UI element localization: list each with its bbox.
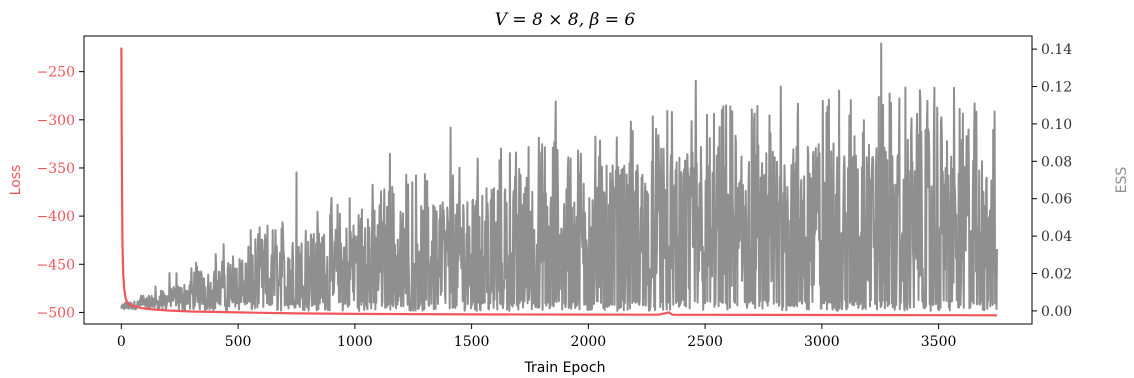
right-y-tick-label: 0.12 [1041, 79, 1072, 95]
right-y-axis: 0.00 0.02 0.04 0.06 0.08 0.10 0.12 0.14 [1032, 42, 1072, 320]
x-axis-label: Train Epoch [524, 360, 606, 376]
left-y-tick-label: −350 [37, 161, 75, 177]
left-y-tick-label: −450 [37, 257, 75, 273]
x-tick-label: 3000 [804, 334, 840, 350]
left-y-axis-label: Loss [8, 165, 24, 196]
plot-frame [83, 35, 1033, 325]
x-tick-label: 2500 [687, 334, 723, 350]
x-tick-label: 0 [117, 334, 126, 350]
x-axis: 0 500 1000 1500 2000 2500 3000 3500 [117, 324, 957, 350]
left-y-tick-label: −300 [37, 113, 75, 129]
right-y-axis-label: ESS [1114, 167, 1130, 194]
ess-series-layer [120, 42, 998, 312]
chart-title: V = 8 × 8, β = 6 [495, 10, 636, 30]
right-y-tick-label: 0.08 [1041, 154, 1072, 170]
right-y-tick-label: 0.02 [1041, 267, 1072, 283]
right-y-tick-label: 0.04 [1041, 229, 1072, 245]
x-tick-label: 3500 [921, 334, 957, 350]
left-y-axis: −250 −300 −350 −400 −450 −500 [37, 65, 84, 321]
right-y-tick-label: 0.06 [1041, 192, 1072, 208]
left-y-tick-label: −250 [37, 65, 75, 81]
right-y-tick-label: 0.10 [1041, 117, 1072, 133]
x-tick-label: 1500 [454, 334, 490, 350]
left-y-tick-label: −400 [37, 209, 75, 225]
ess-series-line [120, 42, 998, 312]
loss-series-layer [120, 47, 998, 317]
right-y-tick-label: 0.00 [1041, 304, 1072, 320]
x-tick-label: 1000 [337, 334, 373, 350]
left-y-tick-label: −500 [37, 305, 75, 321]
x-tick-label: 2000 [571, 334, 607, 350]
right-y-tick-label: 0.14 [1041, 42, 1072, 58]
x-tick-label: 500 [225, 334, 252, 350]
loss-series-line [120, 47, 998, 317]
